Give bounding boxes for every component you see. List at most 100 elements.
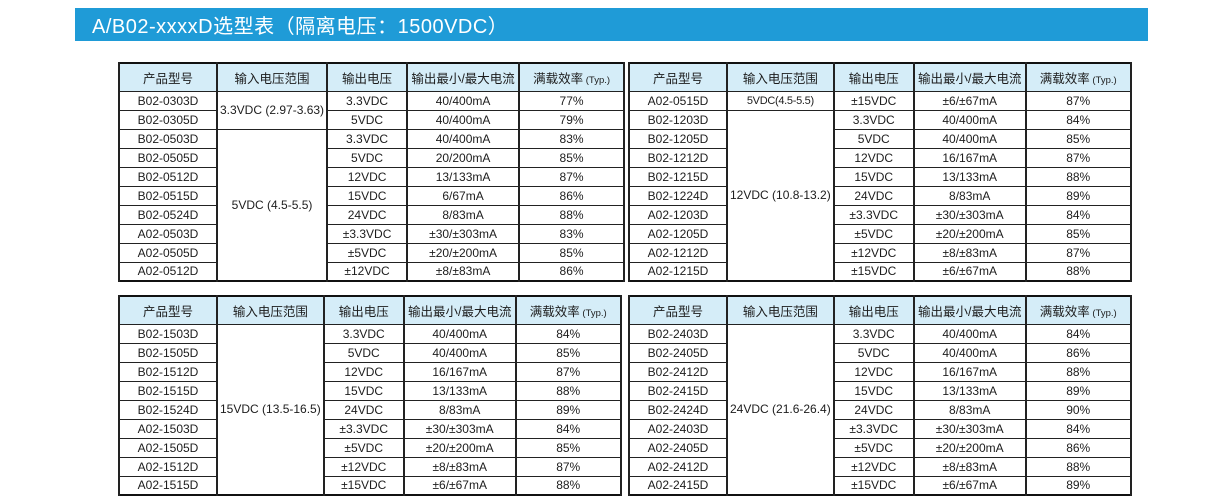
output-voltage-cell: ±15VDC <box>832 475 915 496</box>
page-title: A/B02-xxxxD选型表（隔离电压：1500VDC） <box>92 16 509 38</box>
output-voltage-cell: 5VDC <box>322 342 405 363</box>
model-cell: B02-1224D <box>628 185 728 206</box>
efficiency-cell: 86% <box>518 185 626 206</box>
output-voltage-cell: 24VDC <box>832 399 915 420</box>
output-current-cell: ±20/±200mA <box>406 242 521 263</box>
output-voltage-cell: 3.3VDC <box>832 323 915 344</box>
output-current-cell: 6/67mA <box>406 185 521 206</box>
selection-table-top-right: 产品型号 输入电压范围 输出电压 输出最小/最大电流 满载效率 (Typ.) A02-05… <box>628 62 1132 282</box>
model-cell: B02-0524D <box>118 204 218 225</box>
efficiency-cell: 85% <box>1024 223 1132 244</box>
efficiency-cell: 85% <box>1024 128 1132 149</box>
table-row: B02-1524D 24VDC 8/83mA 89% <box>118 399 622 420</box>
model-cell: A02-1512D <box>118 456 218 477</box>
output-current-cell: ±8/±83mA <box>912 242 1027 263</box>
model-cell: B02-1203D <box>628 109 728 130</box>
header-row: 产品型号 输入电压范围 输出电压 输出最小/最大电流 满载效率 (Typ.) <box>628 62 1132 92</box>
model-cell: A02-1212D <box>628 242 728 263</box>
table-row: B02-2403D 24VDC (21.6-26.4) 3.3VDC 40/400mA… <box>628 323 1132 496</box>
efficiency-cell: 85% <box>514 437 622 458</box>
model-cell: B02-2424D <box>628 399 728 420</box>
output-voltage-cell: 12VDC <box>326 166 409 187</box>
model-cell: A02-2403D <box>628 418 728 439</box>
selection-table-bottom-left: 产品型号 输入电压范围 输出电压 输出最小/最大电流 满载效率 (Typ.) B02-15… <box>118 295 622 496</box>
efficiency-cell: 89% <box>514 399 622 420</box>
table-row: B02-0503D 5VDC (4.5-5.5) 3.3VDC 40/400mA 83% <box>118 128 626 282</box>
output-current-cell: ±30/±303mA <box>912 204 1027 225</box>
column-header-model: 产品型号 <box>118 295 218 325</box>
efficiency-cell: 86% <box>1024 437 1132 458</box>
efficiency-cell: 87% <box>514 456 622 477</box>
output-voltage-cell: 15VDC <box>326 185 409 206</box>
output-voltage-cell: ±15VDC <box>322 475 405 496</box>
table-row: A02-2405D ±5VDC ±20/±200mA 86% <box>628 437 1132 458</box>
input-range-cell: 15VDC (13.5-16.5) <box>216 323 325 496</box>
output-voltage-cell: 24VDC <box>832 185 915 206</box>
model-cell: B02-1512D <box>118 361 218 382</box>
column-header-output-current: 输出最小/最大电流 <box>912 62 1027 92</box>
output-current-cell: 8/83mA <box>402 399 517 420</box>
model-cell: A02-1505D <box>118 437 218 458</box>
model-cell: B02-1505D <box>118 342 218 363</box>
table-row: B02-1215D 15VDC 13/133mA 88% <box>628 166 1132 187</box>
output-current-cell: ±20/±200mA <box>912 437 1027 458</box>
output-voltage-cell: 24VDC <box>326 204 409 225</box>
efficiency-typ-suffix: (Typ.) <box>579 307 607 319</box>
column-header-model: 产品型号 <box>118 62 218 92</box>
input-range-cell: 5VDC (4.5-5.5) <box>215 128 329 282</box>
model-cell: B02-1205D <box>628 128 728 149</box>
column-header-output-current: 输出最小/最大电流 <box>402 295 517 325</box>
table-row: A02-1215D ±15VDC ±6/±67mA 88% <box>628 261 1132 282</box>
output-current-cell: 16/167mA <box>402 361 517 382</box>
efficiency-cell: 84% <box>1024 418 1132 439</box>
table-row: A02-1203D ±3.3VDC ±30/±303mA 84% <box>628 204 1132 225</box>
selection-table-top-left: 产品型号 输入电压范围 输出电压 输出最小/最大电流 满载效率 (Typ.) B02-03… <box>118 62 626 282</box>
efficiency-cell: 88% <box>1024 261 1132 282</box>
output-current-cell: 13/133mA <box>406 166 521 187</box>
efficiency-cell: 85% <box>514 342 622 363</box>
table-row: B02-0305D 5VDC 40/400mA 79% <box>118 109 626 130</box>
output-voltage-cell: 12VDC <box>832 147 915 168</box>
output-current-cell: 13/133mA <box>912 380 1027 401</box>
model-cell: A02-1215D <box>628 261 728 282</box>
model-cell: A02-2412D <box>628 456 728 477</box>
output-voltage-cell: 3.3VDC <box>326 90 409 111</box>
page-title-banner: A/B02-xxxxD选型表（隔离电压：1500VDC） <box>75 8 1148 41</box>
output-voltage-cell: ±3.3VDC <box>322 418 405 439</box>
efficiency-cell: 83% <box>518 223 626 244</box>
efficiency-cell: 87% <box>518 166 626 187</box>
output-voltage-cell: 5VDC <box>326 109 409 130</box>
output-voltage-cell: ±15VDC <box>832 261 915 282</box>
output-current-cell: 16/167mA <box>912 361 1027 382</box>
output-current-cell: 40/400mA <box>402 342 517 363</box>
output-current-cell: ±20/±200mA <box>402 437 517 458</box>
column-header-output-voltage: 输出电压 <box>832 295 915 325</box>
output-current-cell: 13/133mA <box>402 380 517 401</box>
output-current-cell: 16/167mA <box>912 147 1027 168</box>
column-header-efficiency: 满载效率 (Typ.) <box>1024 295 1132 325</box>
output-current-cell: 20/200mA <box>406 147 521 168</box>
table-row: A02-0503D ±3.3VDC ±30/±303mA 83% <box>118 223 626 244</box>
efficiency-cell: 88% <box>1024 456 1132 477</box>
table-row: A02-1205D ±5VDC ±20/±200mA 85% <box>628 223 1132 244</box>
output-voltage-cell: ±3.3VDC <box>832 418 915 439</box>
column-header-input-range: 输入电压范围 <box>726 295 835 325</box>
output-current-cell: ±6/±67mA <box>402 475 517 496</box>
column-header-efficiency: 满载效率 (Typ.) <box>1024 62 1132 92</box>
output-current-cell: ±6/±67mA <box>912 261 1027 282</box>
column-header-output-voltage: 输出电压 <box>832 62 915 92</box>
model-cell: B02-0303D <box>118 90 218 111</box>
table-row: B02-1205D 5VDC 40/400mA 85% <box>628 128 1132 149</box>
model-cell: B02-0305D <box>118 109 218 130</box>
table-row: B02-0515D 15VDC 6/67mA 86% <box>118 185 626 206</box>
efficiency-cell: 84% <box>1024 323 1132 344</box>
table-row: B02-1212D 12VDC 16/167mA 87% <box>628 147 1132 168</box>
column-header-output-current: 输出最小/最大电流 <box>406 62 521 92</box>
table-row: B02-2412D 12VDC 16/167mA 88% <box>628 361 1132 382</box>
output-voltage-cell: ±3.3VDC <box>832 204 915 225</box>
efficiency-cell: 86% <box>1024 342 1132 363</box>
output-current-cell: ±30/±303mA <box>912 418 1027 439</box>
table-row: B02-1512D 12VDC 16/167mA 87% <box>118 361 622 382</box>
table-row: A02-1515D ±15VDC ±6/±67mA 88% <box>118 475 622 496</box>
output-current-cell: 40/400mA <box>912 323 1027 344</box>
